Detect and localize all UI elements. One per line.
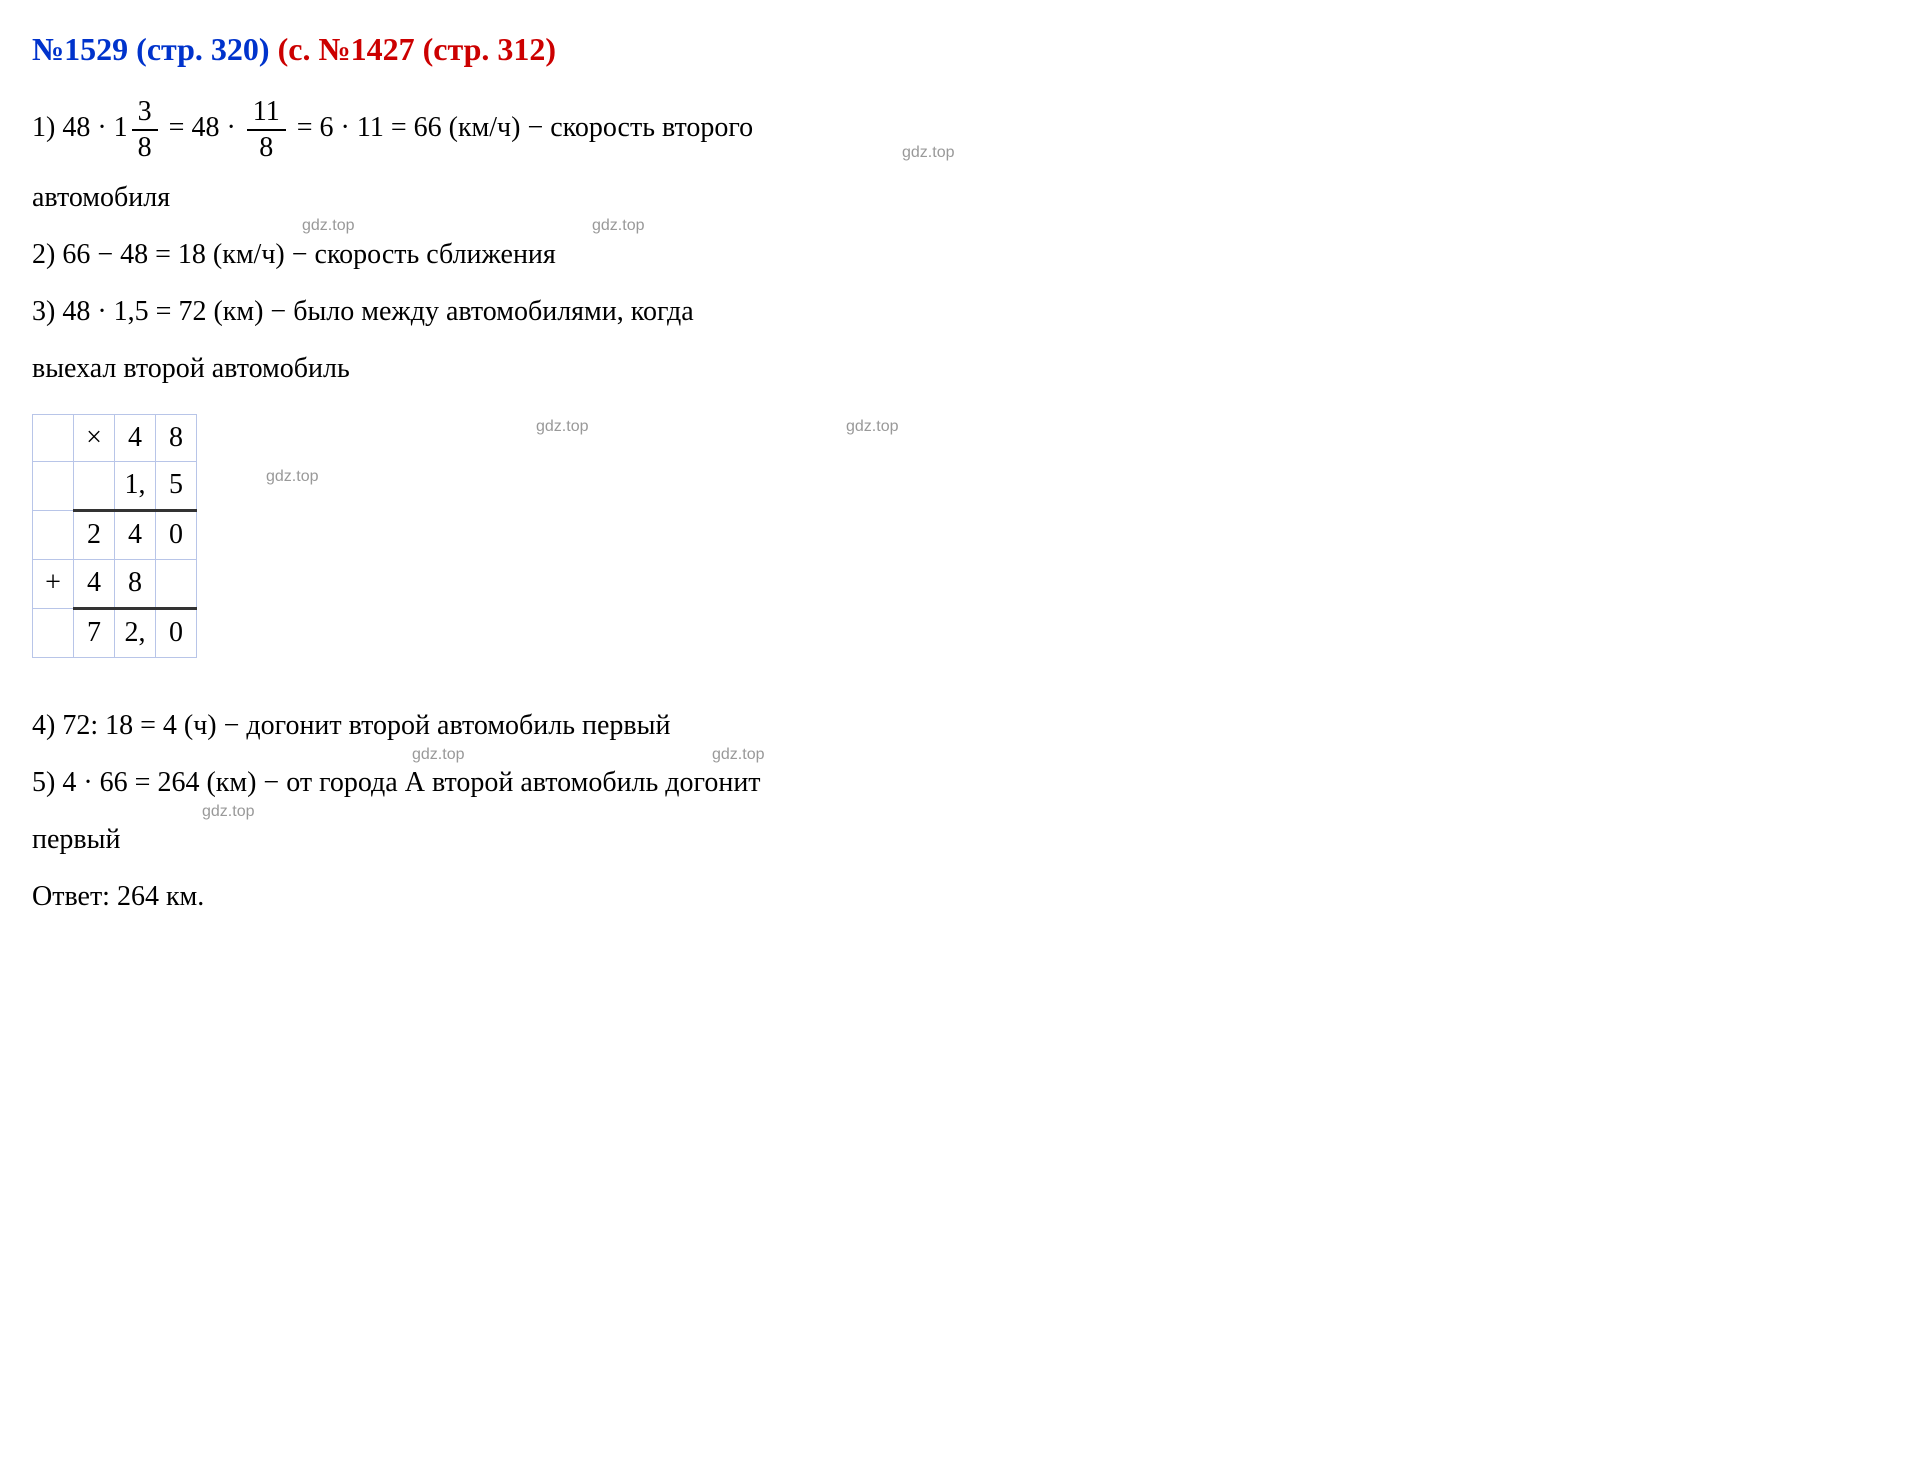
watermark-grid-2: gdz.top <box>536 414 588 440</box>
step-2: 2) 66 − 48 = 18 (км/ч) − скорость сближе… <box>32 233 1890 278</box>
step3-cont-text: выехал второй автомобиль <box>32 353 350 384</box>
grid-cell: 4 <box>115 414 156 462</box>
frac2-num: 11 <box>247 95 286 131</box>
step1-mid: = 48 · <box>162 112 243 143</box>
fraction-1: 38 <box>132 95 158 164</box>
frac1-num: 3 <box>132 95 158 131</box>
step-3: 3) 48 · 1,5 = 72 (км) − было между автом… <box>32 290 1890 335</box>
grid-cell <box>33 608 74 657</box>
grid-cell: × <box>74 414 115 462</box>
step-5-cont: первый <box>32 818 1890 863</box>
calc-row: × 4 8 1, 5 2 4 0 + 4 8 7 2, 0 gdz.top <box>32 404 1890 693</box>
grid-cell: 0 <box>156 608 197 657</box>
multiplication-grid: × 4 8 1, 5 2 4 0 + 4 8 7 2, 0 <box>32 414 197 658</box>
frac2-den: 8 <box>247 131 286 165</box>
grid-cell: 8 <box>115 559 156 608</box>
step1-prefix: 1) 48 · 1 <box>32 112 128 143</box>
grid-cell: 2 <box>74 511 115 560</box>
grid-cell <box>33 511 74 560</box>
step1-tail: = 6 · 11 = 66 (км/ч) − скорость второго <box>290 112 753 143</box>
grid-cell: 5 <box>156 462 197 511</box>
grid-cell: 2, <box>115 608 156 657</box>
answer: Ответ: 264 км. <box>32 875 1890 920</box>
watermark-1: gdz.top <box>902 137 954 169</box>
grid-cell <box>74 462 115 511</box>
grid-cell: 0 <box>156 511 197 560</box>
problem-title: №1529 (стр. 320) (с. №1427 (стр. 312) <box>32 24 1890 75</box>
step-4: 4) 72: 18 = 4 (ч) − догонит второй автом… <box>32 704 1890 749</box>
step3-text: 3) 48 · 1,5 = 72 (км) − было между автом… <box>32 296 694 327</box>
grid-cell: 4 <box>115 511 156 560</box>
watermark-2a: gdz.top <box>302 213 354 239</box>
grid-cell: 1, <box>115 462 156 511</box>
watermark-grid-1: gdz.top <box>266 464 318 490</box>
watermark-grid-3: gdz.top <box>846 414 898 440</box>
watermark-2b: gdz.top <box>592 213 644 239</box>
step4-text: 4) 72: 18 = 4 (ч) − догонит второй автом… <box>32 710 670 741</box>
grid-cell <box>33 462 74 511</box>
title-blue: №1529 (стр. 320) <box>32 31 270 67</box>
grid-cell <box>156 559 197 608</box>
step5-cont-text: первый <box>32 824 120 855</box>
step5-text: 5) 4 · 66 = 264 (км) − от города А второ… <box>32 767 761 798</box>
step-5: 5) 4 · 66 = 264 (км) − от города А второ… <box>32 761 1890 806</box>
grid-cell <box>33 414 74 462</box>
grid-cell: 8 <box>156 414 197 462</box>
step-3-cont: выехал второй автомобиль <box>32 347 1890 392</box>
grid-cell: 4 <box>74 559 115 608</box>
answer-text: Ответ: 264 км. <box>32 881 204 912</box>
fraction-2: 118 <box>247 95 286 164</box>
grid-cell: 7 <box>74 608 115 657</box>
frac1-den: 8 <box>132 131 158 165</box>
step2-text: 2) 66 − 48 = 18 (км/ч) − скорость сближе… <box>32 239 556 270</box>
step-1: 1) 48 · 138 = 48 · 118 = 6 · 11 = 66 (км… <box>32 95 1890 164</box>
grid-cell: + <box>33 559 74 608</box>
title-red: (с. №1427 (стр. 312) <box>270 31 556 67</box>
step1-cont-text: автомобиля <box>32 182 170 213</box>
